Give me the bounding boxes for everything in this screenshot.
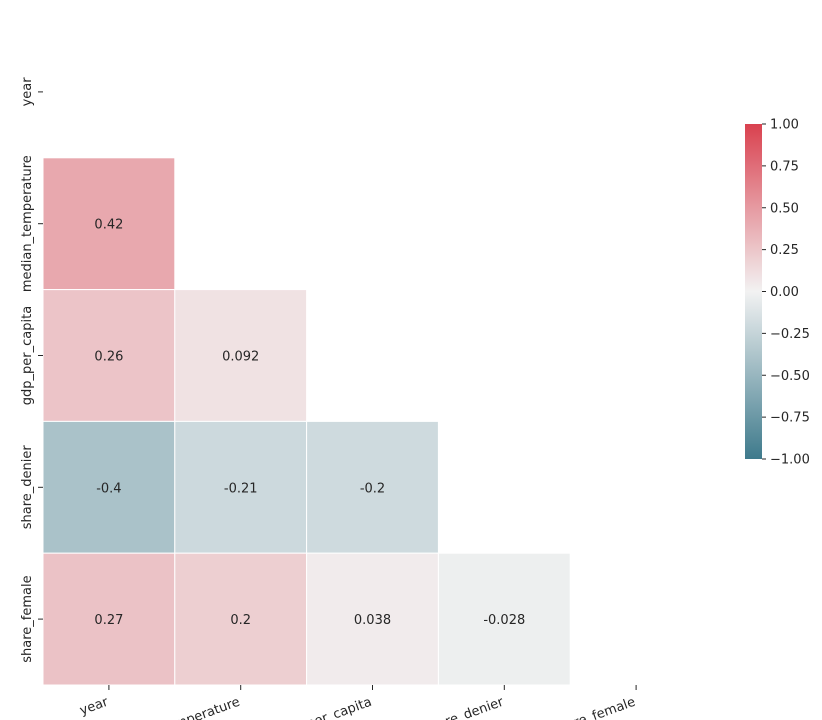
y-tick-label-gdp-per-capita: gdp_per_capita	[20, 306, 35, 405]
y-axis: year median_temperature gdp_per_capitashar…	[20, 77, 43, 663]
x-tick-label-year: year	[78, 694, 111, 718]
colorbar-ticks: 1.00 0.75 0.50 0.25 0.00 −0.25 −0.50 −0.75 −1.00	[762, 118, 810, 468]
y-tick-label-share-denier: share_denier	[20, 445, 35, 530]
colorbar-tick-label-1: 0.75	[770, 159, 799, 174]
colorbar-tick-label-0: 1.00	[770, 118, 799, 133]
heatmap-cell-share-denier-gdp-per-capita	[306, 420, 439, 554]
colorbar-tick-label-2: 0.50	[770, 201, 799, 216]
heatmap-cell-gdp-per-capita-median-temperature	[174, 289, 308, 422]
heatmap-cell-share-female-median-temperature	[174, 552, 308, 686]
cell-value-share-female-median-temperature: 0.2	[230, 613, 251, 628]
cell-value-gdp-per-capita-median-temperature: 0.092	[222, 350, 259, 365]
heatmap-cell-median-temperature-year	[42, 157, 176, 291]
colorbar-tick-label-8: −1.00	[770, 453, 810, 468]
y-tick-label-year: year	[20, 77, 35, 107]
colorbar-tick-label-7: −0.75	[770, 411, 810, 426]
cell-value-share-female-year: 0.27	[94, 613, 123, 628]
colorbar-tick-label-3: 0.25	[770, 243, 799, 258]
cell-value-gdp-per-capita-year: 0.26	[94, 350, 123, 365]
heatmap-cell-labels: 0.42 0.26 0.092 -0.4 -0.21 -0.2 0.27 0.2 0.038 -0…	[94, 218, 525, 628]
cell-value-share-female-share-denier: -0.028	[483, 613, 525, 628]
cell-value-share-denier-median-temperature: -0.21	[224, 481, 258, 496]
colorbar-gradient	[745, 124, 762, 459]
heatmap-cell-gdp-per-capita-year	[42, 289, 176, 422]
cell-value-median-temperature-year: 0.42	[94, 218, 123, 233]
heatmap-cell-share-female-share-denier	[437, 552, 571, 686]
colorbar: 1.00 0.75 0.50 0.25 0.00 −0.25 −0.50 −0.75 −1.00	[745, 118, 810, 468]
x-tick-label-share-female: share_female	[550, 695, 637, 720]
y-tick-label-share-female: share_female	[20, 575, 35, 662]
colorbar-tick-label-5: −0.25	[770, 327, 810, 342]
colorbar-tick-label-6: −0.50	[770, 369, 810, 384]
cell-value-share-denier-year: -0.4	[96, 481, 121, 496]
heatmap-cells	[42, 157, 571, 686]
x-tick-label-share-denier: share_denier	[422, 694, 507, 720]
y-tick-label-median-temperature: median_temperature	[20, 155, 35, 292]
cell-value-share-denier-gdp-per-capita: -0.2	[360, 481, 385, 496]
x-tick-label-gdp-per-capita: gdp_per_capita	[275, 695, 374, 720]
heatmap-cell-share-denier-median-temperature	[174, 420, 308, 554]
colorbar-tick-label-4: 0.00	[770, 285, 799, 300]
cell-value-share-female-gdp-per-capita: 0.038	[354, 613, 391, 628]
heatmap-cell-share-denier-year	[42, 420, 176, 554]
x-tick-label-median-temperature: median_temperature	[108, 695, 242, 720]
